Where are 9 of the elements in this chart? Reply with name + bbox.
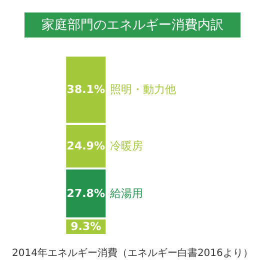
series-label: 照明・動力他 (110, 83, 176, 96)
series-label: 給湯用 (108, 186, 143, 200)
data-label: 24.9% (66, 140, 105, 153)
series-label: 冷暖房 (110, 140, 143, 153)
chart-title: 家庭部門のエネルギー消費内訳 (29, 17, 236, 33)
data-label: 9.3% (70, 220, 102, 234)
data-label: 27.8% (66, 186, 105, 200)
text: 2014年エネルギー消費（エネルギー白書2016より） (12, 247, 253, 259)
data-label: 38.1% (66, 83, 105, 96)
